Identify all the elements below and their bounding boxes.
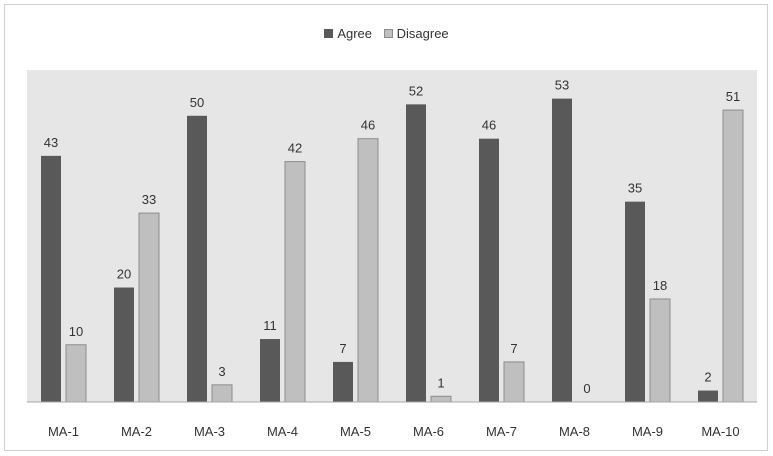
x-tick-label-ma-5: MA-5 <box>340 424 371 439</box>
data-label-disagree-ma-4: 42 <box>288 141 302 156</box>
data-label-agree-ma-2: 20 <box>117 267 131 282</box>
legend-label-agree: Agree <box>337 26 373 41</box>
bar-disagree-ma-1 <box>65 344 87 403</box>
x-tick-label-ma-6: MA-6 <box>413 424 444 439</box>
data-label-disagree-ma-6: 1 <box>437 375 444 390</box>
bar-agree-ma-3 <box>187 115 207 403</box>
x-tick-label-ma-7: MA-7 <box>486 424 517 439</box>
x-tick-label-ma-9: MA-9 <box>632 424 663 439</box>
data-label-agree-ma-5: 7 <box>339 341 346 356</box>
data-label-agree-ma-9: 35 <box>628 181 642 196</box>
legend-item-agree: Agree <box>324 26 372 41</box>
data-label-agree-ma-8: 53 <box>555 78 569 93</box>
bar-agree-ma-5 <box>333 361 353 402</box>
bar-disagree-ma-9 <box>649 298 671 403</box>
bar-disagree-ma-6 <box>430 395 452 403</box>
bar-disagree-ma-2 <box>138 212 160 403</box>
plot-area <box>27 70 757 402</box>
bar-disagree-ma-3 <box>211 384 233 403</box>
bar-disagree-ma-5 <box>357 138 379 403</box>
bar-agree-ma-4 <box>260 339 280 402</box>
bar-disagree-ma-7 <box>503 361 525 403</box>
x-tick-label-ma-2: MA-2 <box>121 424 152 439</box>
data-label-disagree-ma-8: 0 <box>583 381 590 396</box>
legend-item-disagree: Disagree <box>383 26 449 41</box>
data-label-disagree-ma-1: 10 <box>69 324 83 339</box>
x-tick-label-ma-3: MA-3 <box>194 424 225 439</box>
x-tick-label-ma-4: MA-4 <box>267 424 298 439</box>
data-label-agree-ma-4: 11 <box>263 318 277 333</box>
bar-agree-ma-7 <box>479 138 499 403</box>
bar-agree-ma-10 <box>698 390 718 402</box>
legend-swatch-disagree <box>383 29 393 38</box>
data-label-agree-ma-6: 52 <box>409 83 423 98</box>
data-label-agree-ma-3: 50 <box>190 95 204 110</box>
data-label-agree-ma-10: 2 <box>704 370 711 385</box>
data-label-disagree-ma-7: 7 <box>510 341 517 356</box>
data-label-disagree-ma-5: 46 <box>361 118 375 133</box>
bar-agree-ma-6 <box>406 104 426 403</box>
data-label-disagree-ma-3: 3 <box>218 364 225 379</box>
data-label-agree-ma-7: 46 <box>482 118 496 133</box>
x-tick-label-ma-10: MA-10 <box>701 424 739 439</box>
data-label-agree-ma-1: 43 <box>44 135 58 150</box>
data-label-disagree-ma-2: 33 <box>142 192 156 207</box>
x-tick-label-ma-8: MA-8 <box>559 424 590 439</box>
bar-agree-ma-2 <box>114 287 134 402</box>
legend-label-disagree: Disagree <box>396 26 449 41</box>
bar-disagree-ma-10 <box>722 109 744 403</box>
x-tick-label-ma-1: MA-1 <box>48 424 79 439</box>
bar-agree-ma-8 <box>552 98 572 402</box>
data-label-disagree-ma-9: 18 <box>653 278 667 293</box>
bar-agree-ma-1 <box>41 155 61 402</box>
bar-agree-ma-9 <box>625 201 645 402</box>
data-label-disagree-ma-10: 51 <box>726 89 740 104</box>
bar-disagree-ma-4 <box>284 161 306 403</box>
chart-legend: Agree Disagree <box>0 26 773 41</box>
legend-swatch-agree <box>324 29 334 38</box>
